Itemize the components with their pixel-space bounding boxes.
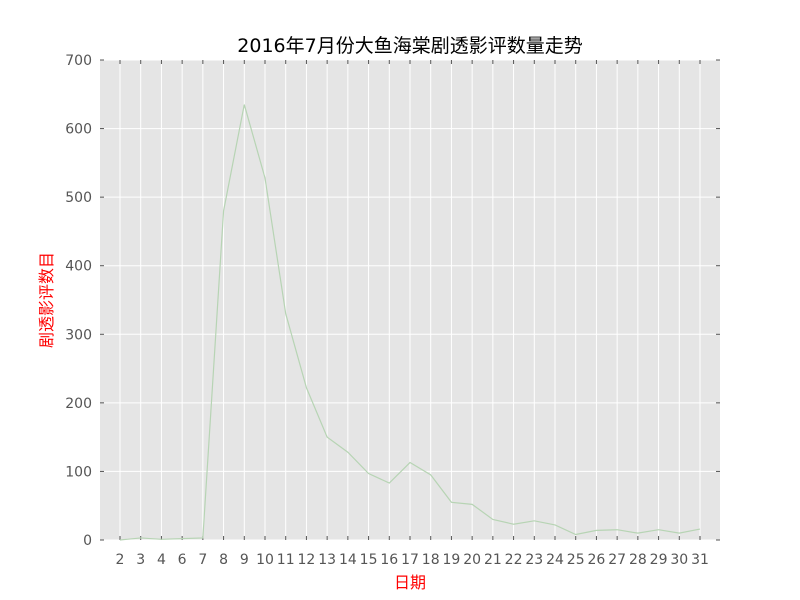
y-tick-label: 600 [65,122,92,138]
y-tick-label: 400 [65,259,92,275]
x-tick-label: 16 [380,552,398,568]
tick-labels: 2 3 4 6 7 8 9 10 11 12 13 14 15 16 17 18 19 20 21 22 23 24 25 2… [65,53,709,568]
x-tick-label: 25 [567,552,585,568]
x-tick-label: 17 [401,552,419,568]
x-axis-label: 日期 [394,573,426,592]
x-tick-label: 22 [505,552,523,568]
x-tick-label: 24 [546,552,564,568]
y-tick-label: 700 [65,53,92,69]
x-tick-label: 8 [219,552,228,568]
x-tick-label: 28 [629,552,647,568]
x-tick-label: 13 [318,552,336,568]
x-tick-label: 31 [691,552,709,568]
y-tick-label: 500 [65,190,92,206]
x-tick-label: 6 [178,552,187,568]
x-tick-label: 18 [422,552,440,568]
y-tick-label: 0 [83,533,92,549]
x-tick-label: 9 [240,552,249,568]
y-tick-label: 200 [65,396,92,412]
x-tick-label: 15 [360,552,378,568]
x-tick-label: 7 [198,552,207,568]
gridlines [100,59,720,541]
x-tick-label: 20 [463,552,481,568]
x-tick-label: 11 [277,552,295,568]
x-tick-label: 2 [116,552,125,568]
x-tick-label: 4 [157,552,166,568]
y-axis-label: 剧透影评数目 [37,252,56,348]
tick-marks [100,59,720,541]
x-tick-label: 19 [443,552,461,568]
x-tick-label: 10 [256,552,274,568]
x-tick-label: 3 [136,552,145,568]
x-tick-label: 21 [484,552,502,568]
y-tick-label: 100 [65,464,92,480]
x-tick-label: 26 [588,552,606,568]
chart-title: 2016年7月份大鱼海棠剧透影评数量走势 [237,35,582,57]
x-tick-label: 23 [525,552,543,568]
x-tick-label: 12 [298,552,316,568]
series-layer [119,104,701,541]
x-tick-label: 30 [670,552,688,568]
x-tick-label: 29 [650,552,668,568]
x-tick-label: 14 [339,552,357,568]
x-tick-label: 27 [608,552,626,568]
y-tick-label: 300 [65,327,92,343]
